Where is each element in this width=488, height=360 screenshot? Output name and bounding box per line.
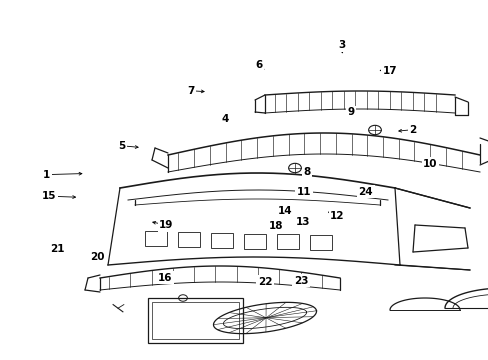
Bar	[276, 234, 298, 249]
Text: 6: 6	[255, 60, 262, 70]
Text: 17: 17	[382, 66, 397, 76]
Text: 18: 18	[268, 221, 283, 231]
Text: 15: 15	[41, 191, 56, 201]
Bar	[244, 234, 265, 248]
Text: 11: 11	[296, 186, 311, 197]
Text: 24: 24	[358, 186, 372, 197]
Bar	[152, 302, 239, 339]
Text: 14: 14	[277, 206, 292, 216]
Text: 13: 13	[295, 217, 310, 228]
Text: 8: 8	[303, 167, 310, 177]
Bar	[178, 231, 200, 247]
Text: 16: 16	[158, 273, 172, 283]
Text: 4: 4	[221, 114, 228, 124]
Bar	[145, 231, 167, 246]
Text: 19: 19	[159, 220, 173, 230]
Bar	[148, 298, 243, 343]
Bar	[210, 233, 232, 248]
Text: 10: 10	[422, 159, 437, 169]
Text: 3: 3	[338, 40, 345, 50]
Text: 20: 20	[90, 252, 105, 262]
Text: 22: 22	[257, 276, 272, 287]
Text: 21: 21	[50, 244, 65, 254]
Text: 5: 5	[119, 141, 125, 151]
Text: 9: 9	[347, 107, 354, 117]
Bar	[309, 235, 331, 251]
Text: 2: 2	[409, 125, 416, 135]
Text: 12: 12	[329, 211, 344, 221]
Text: 7: 7	[186, 86, 194, 96]
Text: 1: 1	[43, 170, 50, 180]
Text: 23: 23	[293, 276, 308, 286]
